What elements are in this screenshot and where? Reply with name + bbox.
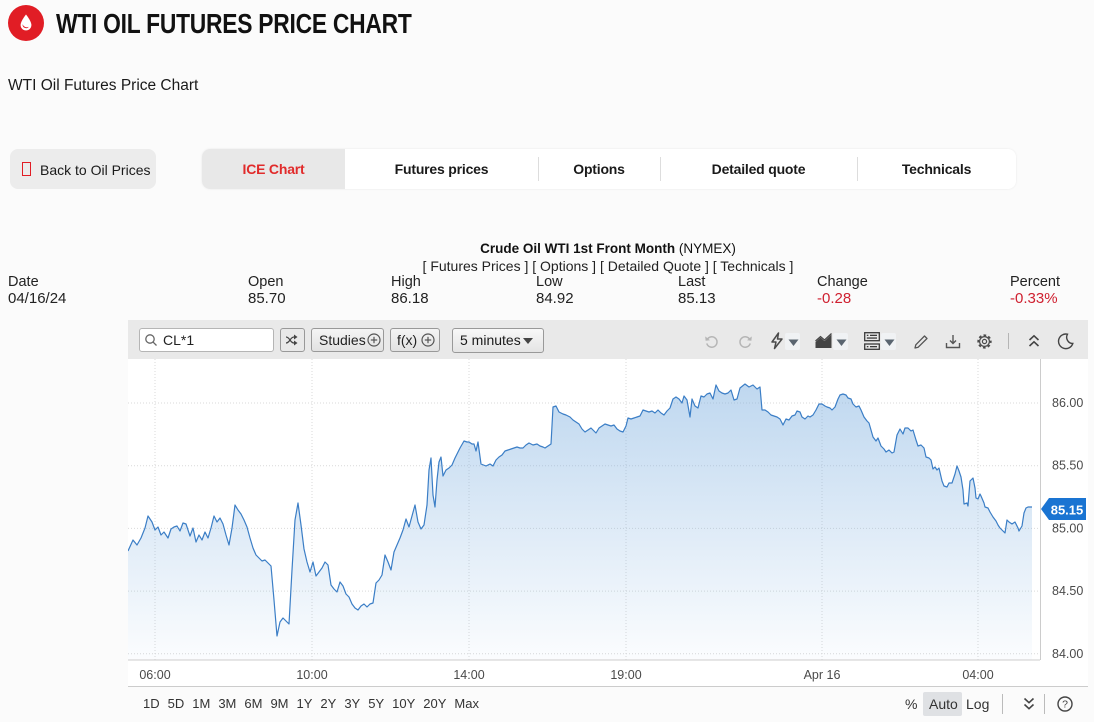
svg-text:84.00: 84.00 — [1052, 647, 1083, 661]
svg-text:?: ? — [1062, 699, 1068, 711]
svg-text:10:00: 10:00 — [296, 668, 327, 682]
svg-text:06:00: 06:00 — [139, 668, 170, 682]
svg-text:84.50: 84.50 — [1052, 584, 1083, 598]
svg-text:85.15: 85.15 — [1051, 503, 1084, 518]
svg-text:14:00: 14:00 — [453, 668, 484, 682]
svg-text:85.50: 85.50 — [1052, 459, 1083, 473]
svg-text:85.00: 85.00 — [1052, 521, 1083, 535]
svg-text:04:00: 04:00 — [962, 668, 993, 682]
svg-text:86.00: 86.00 — [1052, 396, 1083, 410]
svg-text:19:00: 19:00 — [610, 668, 641, 682]
svg-text:Apr 16: Apr 16 — [804, 668, 841, 682]
